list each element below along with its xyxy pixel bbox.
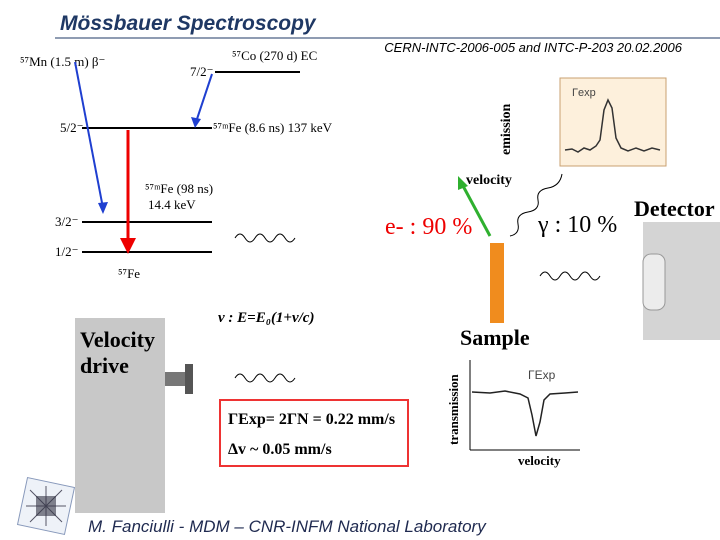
electron-fraction: e- : 90 % bbox=[385, 214, 472, 240]
dip-label: ΓExp bbox=[528, 368, 556, 382]
velocity-drive bbox=[75, 318, 165, 513]
state-137: ⁵⁷ᵐFe (8.6 ns) 137 keV bbox=[213, 120, 333, 135]
arrow-head bbox=[98, 202, 108, 214]
detector-window bbox=[642, 253, 666, 311]
arrow-head bbox=[120, 238, 136, 254]
wave bbox=[234, 233, 296, 243]
sample-label: Sample bbox=[460, 325, 530, 350]
wave bbox=[539, 271, 601, 281]
parent-co: ⁵⁷Co (270 d) EC bbox=[232, 48, 317, 63]
arrow-head bbox=[191, 117, 201, 128]
decay-scheme: ⁵⁷Mn (1.5 m) β⁻ ⁵⁷Co (270 d) EC 7/2⁻ 5/2… bbox=[20, 48, 333, 281]
reference: CERN-INTC-2006-005 and INTC-P-203 20.02.… bbox=[384, 40, 682, 55]
wave bbox=[509, 173, 563, 237]
level-label: 7/2⁻ bbox=[190, 64, 213, 79]
transmission-curve bbox=[471, 390, 579, 437]
formula-box bbox=[219, 399, 409, 467]
drive-rod bbox=[165, 372, 187, 386]
drive-label: drive bbox=[80, 353, 129, 378]
parent-mn: ⁵⁷Mn (1.5 m) β⁻ bbox=[20, 54, 105, 69]
arrow-head bbox=[458, 176, 468, 190]
decay-arrow bbox=[195, 73, 213, 123]
title: Mössbauer Spectroscopy bbox=[60, 12, 317, 35]
footer: M. Fanciulli - MDM – CNR-INFM National L… bbox=[88, 517, 487, 536]
emission-axis-label: emission bbox=[499, 103, 514, 155]
ground-label: ⁵⁷Fe bbox=[118, 266, 140, 281]
electron-arrow bbox=[460, 183, 492, 237]
drive-label: Velocity bbox=[80, 327, 155, 352]
level-label: 3/2⁻ bbox=[55, 214, 78, 229]
state-14-energy: 14.4 keV bbox=[148, 197, 196, 212]
velocity-resolution: Δv ~ 0.05 mm/s bbox=[228, 441, 332, 458]
logo bbox=[16, 476, 76, 536]
peak-label: Γexp bbox=[572, 87, 596, 99]
sample bbox=[490, 243, 504, 323]
state-14-name: ⁵⁷ᵐFe (98 ns) bbox=[145, 181, 213, 196]
velocity-label: velocity bbox=[466, 173, 512, 188]
level-label: 1/2⁻ bbox=[55, 244, 78, 259]
velocity-label: velocity bbox=[518, 453, 561, 468]
decay-arrow bbox=[74, 61, 104, 209]
drive-holder bbox=[185, 364, 193, 394]
wave bbox=[234, 373, 296, 383]
doppler-equation: v : E=E₀(1+v/c) bbox=[218, 310, 314, 326]
level-label: 5/2⁻ bbox=[60, 120, 83, 135]
gamma-fraction: γ : 10 % bbox=[537, 212, 617, 238]
emission-curve bbox=[564, 98, 661, 153]
detector-label: Detector bbox=[634, 196, 715, 221]
linewidth-formula: ΓExp= 2ΓN = 0.22 mm/s bbox=[228, 411, 395, 428]
transmission-axis-label: transmission bbox=[446, 373, 461, 445]
